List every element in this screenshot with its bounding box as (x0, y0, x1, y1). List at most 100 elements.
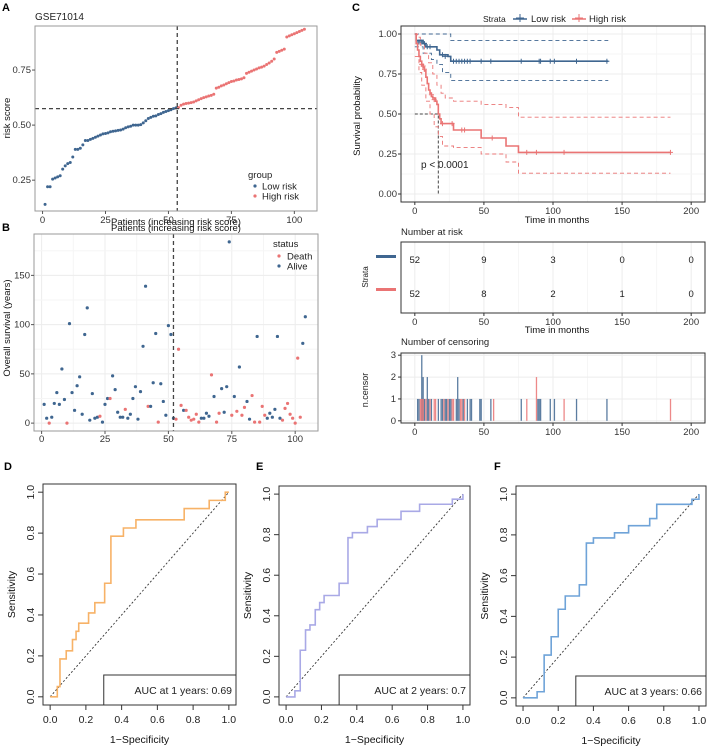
x-tick-label: 0 (412, 317, 417, 328)
censor-ylabel: n.censor (360, 373, 370, 408)
legend-b-title: status (273, 239, 299, 250)
censor-bar (470, 398, 473, 421)
risk-count: 52 (410, 289, 421, 300)
y-tick-label: 0.2 (25, 648, 37, 663)
risk-point (214, 86, 218, 90)
risk-point (182, 102, 186, 106)
risk-point (224, 82, 228, 86)
risk-point (255, 67, 259, 71)
survival-point (103, 402, 107, 407)
x-tick-label: 0.6 (385, 714, 400, 726)
legend-c-high-marker (572, 14, 586, 22)
y-tick-label: 0.6 (25, 567, 37, 582)
x-tick-label: 0.0 (516, 715, 531, 727)
risk-point (207, 94, 211, 98)
risk-count: 0 (689, 289, 694, 300)
risk-point (192, 100, 196, 104)
survival-point (128, 412, 132, 416)
censor-bar (440, 398, 442, 421)
censor-bar (455, 398, 457, 421)
censor-bar (452, 398, 455, 421)
high-risk-censor-mark (533, 149, 539, 155)
censor-bar (426, 377, 428, 421)
censor-bar (419, 398, 422, 421)
x-tick-label: 150 (614, 317, 630, 328)
survival-point (78, 375, 82, 379)
x-tick-label: 25 (100, 215, 111, 226)
risk-point (161, 110, 165, 114)
panel-letter-a: A (2, 2, 10, 14)
censor-bar (433, 398, 435, 421)
y-tick-label: 0.0 (498, 690, 510, 705)
survival-point (258, 420, 262, 424)
risk-point (217, 85, 221, 89)
survival-point (237, 365, 241, 369)
y-tick-label: 0.25 (13, 175, 32, 186)
survival-point (209, 373, 214, 377)
low-risk-censor-mark (551, 58, 557, 64)
risk-point (204, 95, 208, 99)
y-tick-label: 2 (391, 372, 396, 383)
legend-b-alive-marker (277, 264, 281, 268)
censor-bar (421, 398, 423, 421)
survival-point (169, 332, 173, 337)
survival-point (278, 416, 282, 420)
risk-point (124, 126, 128, 130)
risk-point (187, 101, 191, 105)
y-tick-label: 0.8 (498, 527, 510, 542)
censor-bar (537, 398, 539, 421)
y-tick-label: 0.4 (498, 609, 510, 624)
x-tick-label: 0.4 (586, 715, 601, 727)
risk-point (136, 123, 140, 127)
censor-bar (466, 398, 469, 421)
risk-point (285, 35, 289, 39)
x-tick-label: 0.4 (350, 714, 365, 726)
x-axis-label: 1−Specificity (110, 734, 170, 746)
roc-curve (286, 494, 464, 698)
low-risk-censor-mark (478, 58, 484, 64)
y-tick-label: 1.0 (261, 487, 273, 502)
survival-point (93, 416, 97, 420)
risk-point (219, 84, 223, 88)
y-tick-label: 0.8 (261, 527, 273, 542)
x-tick-label: 75 (226, 215, 237, 226)
y-tick-label: 100 (14, 320, 30, 331)
reference-diagonal (285, 493, 464, 698)
censor-bar (538, 398, 540, 421)
risk-point (81, 143, 85, 147)
censor-bar (480, 398, 482, 421)
risk-table-high-swatch (376, 288, 396, 291)
panel-a-legend: group Low risk High risk (248, 170, 299, 203)
censor-bar (416, 398, 419, 421)
legend-a-high-marker (253, 194, 257, 198)
x-tick-label: 0 (412, 206, 417, 217)
risk-point (202, 96, 206, 100)
x-axis-label: 1−Specificity (581, 735, 641, 747)
y-tick-label: 0.25 (379, 149, 398, 160)
panel-a-xlabel: Patients (increasing risk score) (111, 217, 241, 228)
x-tick-label: 50 (479, 317, 490, 328)
x-tick-label: 0.8 (186, 714, 201, 726)
panel-c-km-plot: Strata Low risk High risk Survival proba… (352, 14, 706, 226)
low-risk-censor-mark (439, 52, 445, 58)
auc-label: AUC at 1 years: 0.69 (135, 685, 233, 697)
high-risk-censor-mark (524, 149, 530, 155)
survival-point (194, 412, 198, 416)
survival-point (75, 384, 79, 388)
survival-point (227, 240, 231, 244)
panel-letter-e: E (256, 461, 263, 473)
censor-bar (463, 398, 466, 421)
y-tick-label: 150 (14, 270, 30, 281)
survival-point (273, 407, 277, 411)
risk-point (237, 78, 241, 82)
y-tick-label: 0.0 (261, 689, 273, 704)
survival-point (182, 408, 186, 412)
risk-point (129, 124, 133, 128)
risk-point (111, 129, 115, 133)
panel-d-roc-1yr: AUC at 1 years: 0.69 0.0 0.0 0.2 0.2 0.4 0.4 0.… (6, 483, 237, 746)
y-tick-label: 0 (391, 416, 396, 427)
survival-point (111, 374, 115, 378)
survival-point (250, 393, 254, 398)
risk-count: 9 (481, 255, 486, 266)
low-risk-censor-mark (488, 58, 494, 64)
